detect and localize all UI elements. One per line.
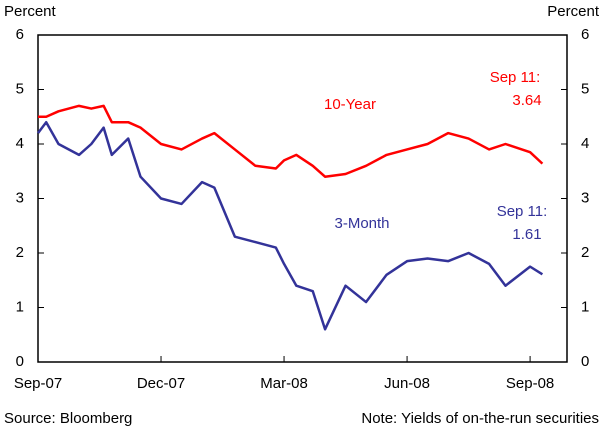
note: Note: Yields of on-the-run securities	[361, 410, 599, 427]
series-line	[37, 120, 544, 331]
y2-tick-label: 5	[581, 80, 589, 97]
y-tick-label: 2	[16, 244, 24, 261]
annotation: 3-Month	[334, 215, 389, 232]
x-tick-label: Sep-07	[14, 375, 62, 392]
annotation: 3.64	[512, 92, 541, 109]
y2-tick-label: 1	[581, 298, 589, 315]
annotation: Sep 11:	[497, 203, 548, 220]
annotation: 1.61	[512, 226, 541, 243]
y-axis-label: Percent	[4, 3, 57, 20]
y-tick-label: 1	[16, 298, 24, 315]
y-tick-label: 0	[16, 353, 24, 370]
y2-tick-label: 4	[581, 135, 589, 152]
x-tick-label: Sep-08	[506, 375, 554, 392]
series-line	[38, 104, 544, 178]
source: Source: Bloomberg	[4, 410, 132, 427]
y-tick-label: 6	[16, 26, 24, 43]
x-tick-label: Mar-08	[260, 375, 308, 392]
x-tick-label: Jun-08	[384, 375, 430, 392]
y2-tick-label: 2	[581, 244, 589, 261]
annotation: Sep 11:	[490, 69, 541, 86]
y-tick-label: 4	[16, 135, 24, 152]
y2-tick-label: 3	[581, 189, 589, 206]
y2-axis-label: Percent	[547, 3, 600, 20]
x-tick-label: Dec-07	[137, 375, 185, 392]
y-tick-label: 3	[16, 189, 24, 206]
y-tick-label: 5	[16, 80, 24, 97]
y2-tick-label: 0	[581, 353, 589, 370]
annotation: 10-Year	[324, 96, 376, 113]
plot-frame	[37, 34, 568, 363]
y2-tick-label: 6	[581, 26, 589, 43]
